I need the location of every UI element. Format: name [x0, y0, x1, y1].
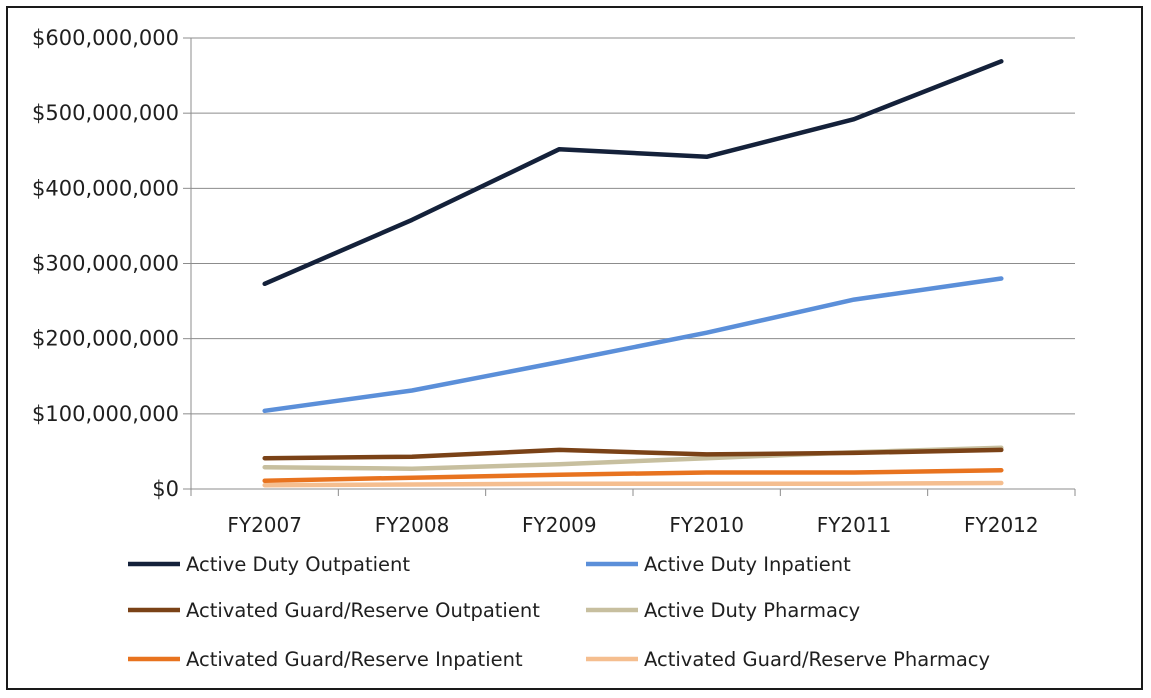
x-tick-label: FY2012	[964, 513, 1039, 537]
y-tick-label: $0	[152, 477, 179, 501]
y-tick-label: $500,000,000	[32, 101, 179, 125]
x-tick-label: FY2008	[375, 513, 450, 537]
legend-item: Active Duty Inpatient	[586, 553, 851, 576]
chart-frame	[6, 6, 1143, 690]
series-line-activated-guard-reserve-pharmacy	[262, 480, 1004, 488]
series-lines	[262, 59, 1004, 488]
gridlines	[191, 37, 1075, 415]
legend: Active Duty Outpatient Active Duty Inpati…	[128, 553, 990, 671]
axes	[190, 38, 1075, 490]
x-axis-ticks: FY2007 FY2008 FY2009 FY2010 FY2011 FY2012	[190, 489, 1076, 537]
legend-item: Activated Guard/Reserve Inpatient	[128, 648, 523, 671]
y-tick-label: $400,000,000	[32, 176, 179, 200]
legend-label: Activated Guard/Reserve Outpatient	[186, 599, 540, 622]
x-tick-label: FY2010	[669, 513, 744, 537]
x-tick-label: FY2011	[817, 513, 892, 537]
y-tick-label: $300,000,000	[32, 252, 179, 276]
legend-label: Active Duty Pharmacy	[644, 599, 860, 622]
series-line-active-duty-outpatient	[262, 59, 1004, 287]
legend-label: Activated Guard/Reserve Pharmacy	[644, 648, 990, 671]
series-line-activated-guard-reserve-inpatient	[262, 467, 1004, 483]
y-axis-ticks: $0 $100,000,000 $200,000,000 $300,000,000 $4…	[32, 26, 191, 501]
legend-label: Active Duty Outpatient	[186, 553, 410, 576]
y-tick-label: $600,000,000	[32, 26, 179, 50]
legend-item: Active Duty Pharmacy	[586, 599, 860, 622]
x-tick-label: FY2007	[227, 513, 302, 537]
x-tick-label: FY2009	[522, 513, 597, 537]
legend-item: Activated Guard/Reserve Outpatient	[128, 599, 540, 622]
series-line-activated-guard-reserve-outpatient	[262, 447, 1004, 461]
legend-item: Activated Guard/Reserve Pharmacy	[586, 648, 990, 671]
y-tick-label: $100,000,000	[32, 402, 179, 426]
legend-label: Activated Guard/Reserve Inpatient	[186, 648, 523, 671]
series-line-active-duty-inpatient	[262, 276, 1004, 414]
legend-label: Active Duty Inpatient	[644, 553, 851, 576]
legend-item: Active Duty Outpatient	[128, 553, 410, 576]
y-tick-label: $200,000,000	[32, 327, 179, 351]
